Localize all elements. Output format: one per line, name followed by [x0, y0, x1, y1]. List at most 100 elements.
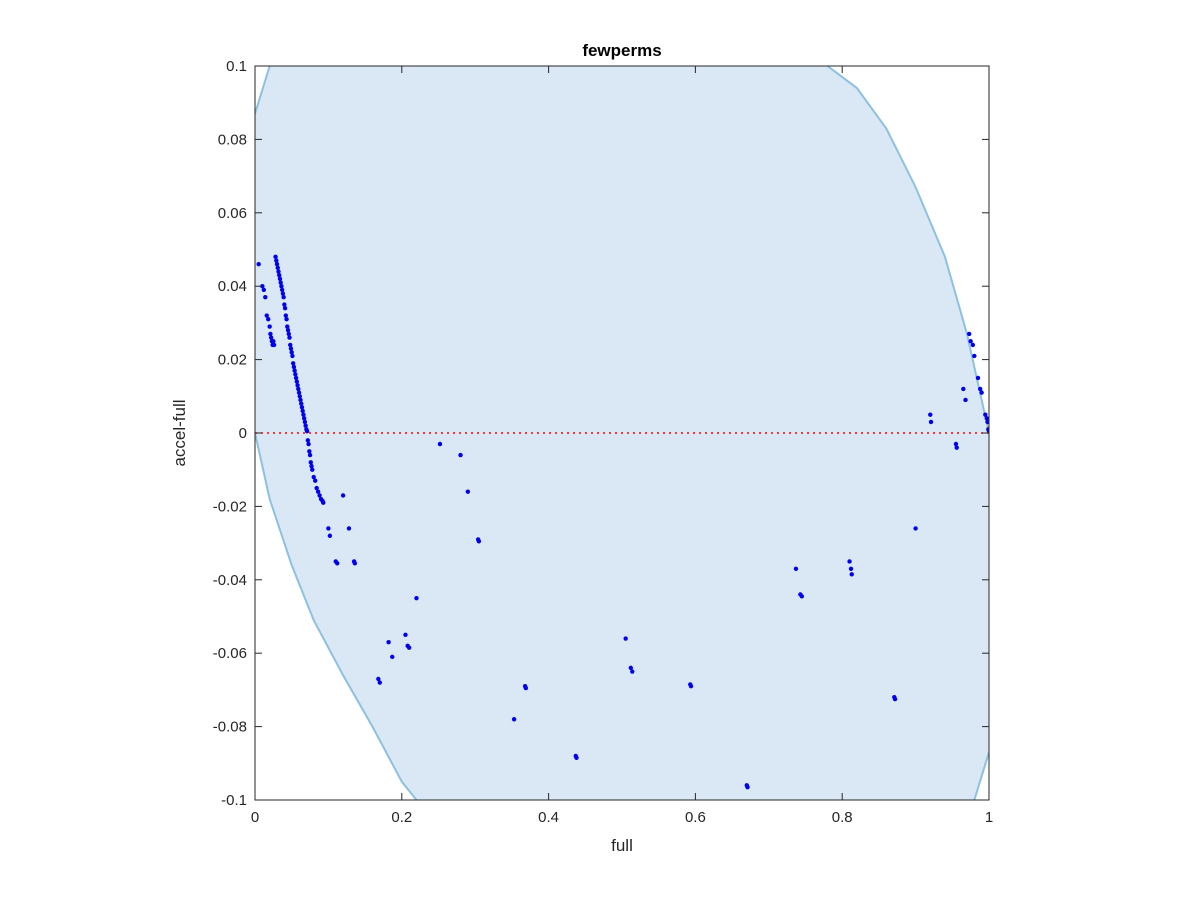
- data-point: [282, 302, 287, 307]
- y-tick-label: 0.08: [218, 131, 247, 148]
- data-point: [296, 386, 301, 392]
- y-tick-label: 0.04: [218, 278, 247, 295]
- upper-left-boundary: [255, 66, 271, 115]
- data-point: [291, 364, 297, 370]
- data-point: [278, 280, 283, 285]
- data-point: [406, 645, 412, 650]
- data-point: [264, 313, 269, 318]
- data-point: [302, 419, 308, 425]
- data-point: [321, 500, 326, 505]
- lower-right-boundary: [973, 751, 989, 800]
- data-point: [286, 331, 291, 337]
- data-point: [953, 441, 959, 447]
- data-point: [274, 258, 279, 263]
- data-point: [977, 386, 983, 392]
- x-axis-label: full: [611, 836, 633, 855]
- data-point: [963, 397, 968, 403]
- data-point: [849, 572, 854, 577]
- data-point: [293, 372, 298, 377]
- data-point: [276, 269, 281, 274]
- data-point: [476, 539, 482, 544]
- data-point: [799, 594, 805, 599]
- data-point: [972, 353, 977, 359]
- x-tick-label: 0.8: [832, 809, 853, 826]
- data-point: [511, 717, 517, 722]
- data-point: [303, 423, 308, 428]
- axis-ticks: 0 0.2 0.4 0.6 0.8 1 0.1 0.08 0.06 0.04 0.02 0 -0.02 -…: [213, 58, 993, 826]
- data-point: [287, 335, 292, 340]
- data-point: [260, 284, 265, 289]
- data-point: [292, 368, 297, 373]
- y-tick-label: 0: [239, 425, 247, 442]
- data-point: [268, 331, 273, 337]
- data-point: [465, 489, 471, 494]
- upper-right-boundary: [826, 66, 989, 434]
- data-point: [848, 566, 854, 571]
- data-point: [523, 685, 529, 691]
- data-point: [279, 287, 285, 293]
- data-point: [288, 342, 293, 348]
- data-point: [327, 533, 333, 538]
- data-point: [307, 452, 313, 458]
- x-tick-label: 1: [985, 809, 993, 826]
- data-point: [847, 559, 852, 564]
- data-points: [256, 254, 989, 790]
- y-tick-label: 0.02: [218, 352, 247, 369]
- data-point: [271, 339, 276, 344]
- data-point: [289, 350, 294, 355]
- data-point: [975, 375, 981, 381]
- x-tick-label: 0.6: [685, 809, 706, 826]
- data-point: [628, 665, 634, 671]
- data-point: [301, 416, 307, 421]
- data-point: [335, 561, 340, 566]
- data-point: [390, 654, 395, 660]
- data-point: [285, 328, 291, 333]
- data-point: [279, 284, 284, 289]
- y-tick-label: -0.04: [213, 572, 247, 589]
- data-point: [968, 339, 973, 344]
- data-point: [630, 669, 635, 674]
- data-point: [271, 342, 277, 348]
- data-point: [314, 485, 319, 491]
- data-point: [793, 566, 799, 571]
- data-point: [267, 324, 272, 329]
- data-point: [961, 386, 966, 392]
- data-point: [928, 419, 934, 425]
- y-tick-label: -0.1: [221, 792, 247, 809]
- data-point: [966, 331, 972, 337]
- y-tick-label: 0.06: [218, 205, 247, 222]
- data-point: [299, 401, 304, 406]
- data-point: [352, 561, 358, 566]
- data-point: [985, 419, 989, 425]
- data-point: [308, 460, 313, 465]
- data-point: [281, 295, 286, 300]
- data-point: [913, 526, 918, 531]
- data-point: [299, 405, 305, 410]
- data-point: [284, 317, 289, 322]
- data-point: [305, 438, 311, 443]
- data-point: [294, 379, 300, 384]
- x-tick-label: 0: [251, 809, 259, 826]
- data-point: [296, 390, 302, 395]
- data-point: [979, 390, 984, 395]
- data-point: [309, 463, 314, 469]
- y-tick-label: -0.08: [213, 719, 247, 736]
- data-point: [304, 428, 310, 434]
- data-point: [295, 383, 300, 388]
- chart-title: fewperms: [582, 41, 661, 60]
- data-point: [403, 632, 408, 638]
- data-point: [280, 291, 286, 296]
- data-point: [290, 353, 295, 359]
- data-point: [261, 287, 267, 293]
- data-point: [277, 276, 283, 282]
- data-point: [745, 784, 750, 790]
- data-point: [310, 467, 315, 472]
- data-point: [317, 493, 322, 498]
- data-point: [315, 489, 321, 494]
- data-point: [970, 342, 976, 348]
- data-point: [268, 335, 274, 340]
- y-tick-label: 0.1: [226, 58, 247, 75]
- data-point: [437, 441, 443, 447]
- data-point: [377, 680, 382, 685]
- data-point: [688, 684, 694, 689]
